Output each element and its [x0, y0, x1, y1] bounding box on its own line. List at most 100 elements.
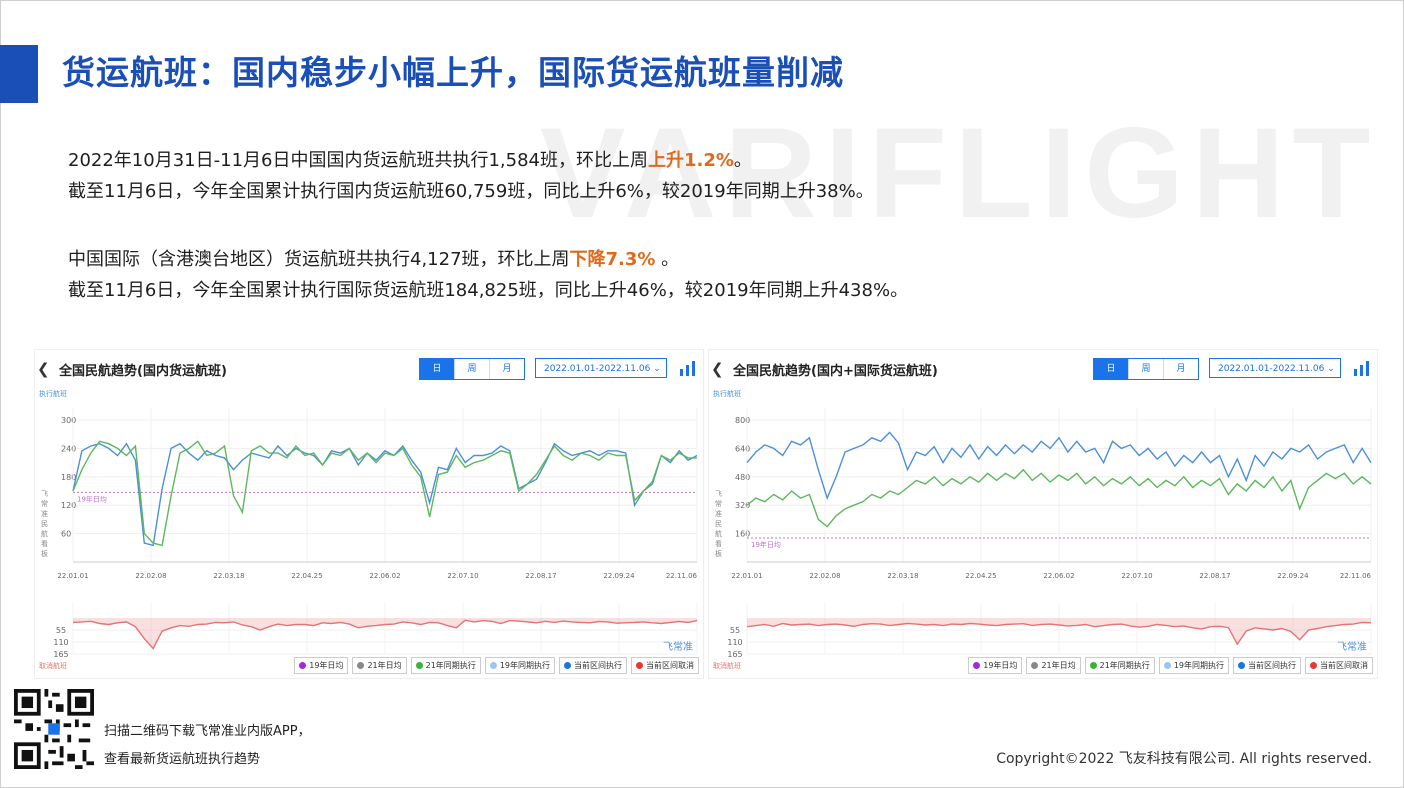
cancel-axis-title: 取消航班 — [39, 661, 67, 670]
tab-month[interactable]: 月 — [1163, 359, 1198, 379]
legend-item[interactable]: 21年同期执行 — [410, 657, 481, 674]
date-range-select[interactable]: 2022.01.01-2022.11.06 ⌄ — [535, 358, 667, 378]
date-range-select[interactable]: 2022.01.01-2022.11.06 ⌄ — [1209, 358, 1341, 378]
legend-item[interactable]: 19年日均 — [968, 657, 1023, 674]
x-tick-label: 22.01.01 — [57, 572, 88, 580]
legend-label: 当前区间执行 — [1248, 661, 1296, 670]
cancel-tick-label: 110 — [727, 638, 742, 647]
side-label-char: 航 — [41, 529, 48, 538]
cancel-tick-label: 165 — [727, 650, 742, 659]
legend-label: 19年同期执行 — [1173, 661, 1224, 670]
legend-dot — [1089, 662, 1097, 669]
legend-label: 19年同期执行 — [499, 661, 550, 670]
international-line-1-end: 。 — [655, 249, 680, 270]
legend-dot — [357, 662, 365, 669]
domestic-chart-panel: ❮ 全国民航趋势(国内货运航班) 日 周 月 2022.01.01-2022.1… — [34, 349, 704, 679]
legend-item[interactable]: 19年日均 — [294, 657, 349, 674]
x-tick-label: 22.07.10 — [1121, 572, 1152, 580]
x-tick-label: 22.09.24 — [603, 572, 635, 580]
legend-label: 21年同期执行 — [425, 661, 476, 670]
tab-day[interactable]: 日 — [420, 359, 454, 379]
y-tick-label: 60 — [61, 530, 71, 539]
side-label-char: 常 — [41, 499, 48, 508]
legend-dot — [564, 662, 571, 669]
side-label-char: 民 — [41, 520, 48, 528]
y-tick-label: 180 — [61, 473, 76, 482]
x-tick-label: 22.08.17 — [525, 572, 556, 580]
side-label-char: 板 — [715, 549, 722, 558]
legend-dot — [489, 662, 497, 669]
y-tick-label: 300 — [61, 416, 76, 425]
series-line — [746, 431, 1372, 501]
international-line-1: 中国国际（含港澳台地区）货运航班共执行4,127班，环比上周下降7.3% 。 — [68, 244, 908, 275]
series-line — [72, 442, 698, 547]
x-tick-label: 22.02.08 — [809, 572, 840, 580]
brand-mark: 飞常准 — [663, 640, 693, 653]
legend-item[interactable]: 当前区间取消 — [1305, 657, 1373, 674]
legend-item[interactable]: 当前区间执行 — [559, 657, 627, 674]
side-label-char: 看 — [715, 540, 722, 548]
cancel-tick-label: 165 — [53, 650, 68, 659]
domestic-line-2: 截至11月6日，今年全国累计执行国内货运航班60,759班，同比上升6%，较20… — [68, 181, 874, 202]
international-change-highlight: 下降7.3% — [569, 249, 656, 270]
bar-chart-icon[interactable] — [1353, 360, 1371, 376]
y-tick-label: 120 — [61, 501, 76, 510]
series-line — [746, 468, 1372, 528]
international-line-1-text: 中国国际（含港澳台地区）货运航班共执行4,127班，环比上周 — [68, 249, 570, 270]
period-toggle: 日 周 月 — [419, 358, 525, 380]
x-tick-label: 22.03.18 — [213, 572, 244, 580]
legend-dot — [1238, 662, 1245, 669]
side-label-char: 民 — [715, 520, 722, 528]
legend-label: 21年日均 — [367, 661, 402, 670]
top-axis-title: 执行航班 — [713, 389, 741, 398]
cancel-axis-title: 取消航班 — [713, 661, 741, 670]
x-tick-label: 22.04.25 — [965, 572, 996, 580]
legend-item[interactable]: 21年同期执行 — [1084, 657, 1155, 674]
legend-item[interactable]: 当前区间执行 — [1233, 657, 1301, 674]
copyright-notice: Copyright©2022 飞友科技有限公司. All rights rese… — [996, 751, 1372, 767]
tab-week[interactable]: 周 — [1128, 359, 1163, 379]
side-label-char: 准 — [715, 509, 722, 518]
domestic-line-1-end: 。 — [733, 150, 752, 171]
x-tick-label: 22.03.18 — [887, 572, 918, 580]
side-label-char: 准 — [41, 509, 48, 518]
chevron-left-icon[interactable]: ❮ — [37, 360, 50, 378]
x-tick-label: 22.02.08 — [135, 572, 166, 580]
legend-dot — [299, 662, 307, 669]
brand-mark: 飞常准 — [1337, 640, 1367, 653]
title-accent-bar — [0, 45, 38, 103]
qr-code[interactable] — [14, 689, 94, 769]
legend-item[interactable]: 19年同期执行 — [1158, 657, 1229, 674]
legend-item[interactable]: 19年同期执行 — [484, 657, 555, 674]
x-tick-label: 22.11.06 — [666, 572, 698, 580]
cancel-tick-label: 55 — [56, 626, 66, 635]
qr-caption-line-1: 扫描二维码下载飞常准业内版APP， — [104, 724, 311, 739]
bar-chart-icon[interactable] — [679, 360, 697, 376]
side-label-char: 板 — [41, 549, 48, 558]
tab-day[interactable]: 日 — [1094, 359, 1128, 379]
tab-week[interactable]: 周 — [454, 359, 489, 379]
x-tick-label: 22.04.25 — [291, 572, 322, 580]
chevron-down-icon: ⌄ — [1327, 364, 1335, 374]
qr-caption-line-2: 查看最新货运航班执行趋势 — [104, 752, 261, 767]
series-line — [72, 440, 697, 547]
brand-watermark: VARIFLIGHT — [540, 102, 1379, 245]
legend-dot — [636, 662, 643, 669]
chart-header: ❮ 全国民航趋势(国内货运航班) 日 周 月 2022.01.01-2022.1… — [35, 356, 703, 382]
side-label-char: 常 — [715, 499, 722, 508]
legend-item[interactable]: 21年日均 — [352, 657, 407, 674]
slide-title: 货运航班：国内稳步小幅上升，国际货运航班量削减 — [62, 53, 844, 92]
chevron-down-icon: ⌄ — [653, 364, 661, 374]
chevron-left-icon[interactable]: ❮ — [711, 360, 724, 378]
legend-label: 19年日均 — [309, 661, 344, 670]
side-label-char: 看 — [41, 540, 48, 548]
legend-dot — [415, 662, 423, 669]
international-line-2: 截至11月6日，今年全国累计执行国际货运航班184,825班，同比上升46%，较… — [68, 280, 909, 301]
legend-item[interactable]: 当前区间取消 — [631, 657, 699, 674]
legend-item[interactable]: 21年日均 — [1026, 657, 1081, 674]
avg-2019-label: 19年日均 — [77, 494, 107, 503]
x-tick-label: 22.08.17 — [1199, 572, 1230, 580]
tab-month[interactable]: 月 — [489, 359, 524, 379]
